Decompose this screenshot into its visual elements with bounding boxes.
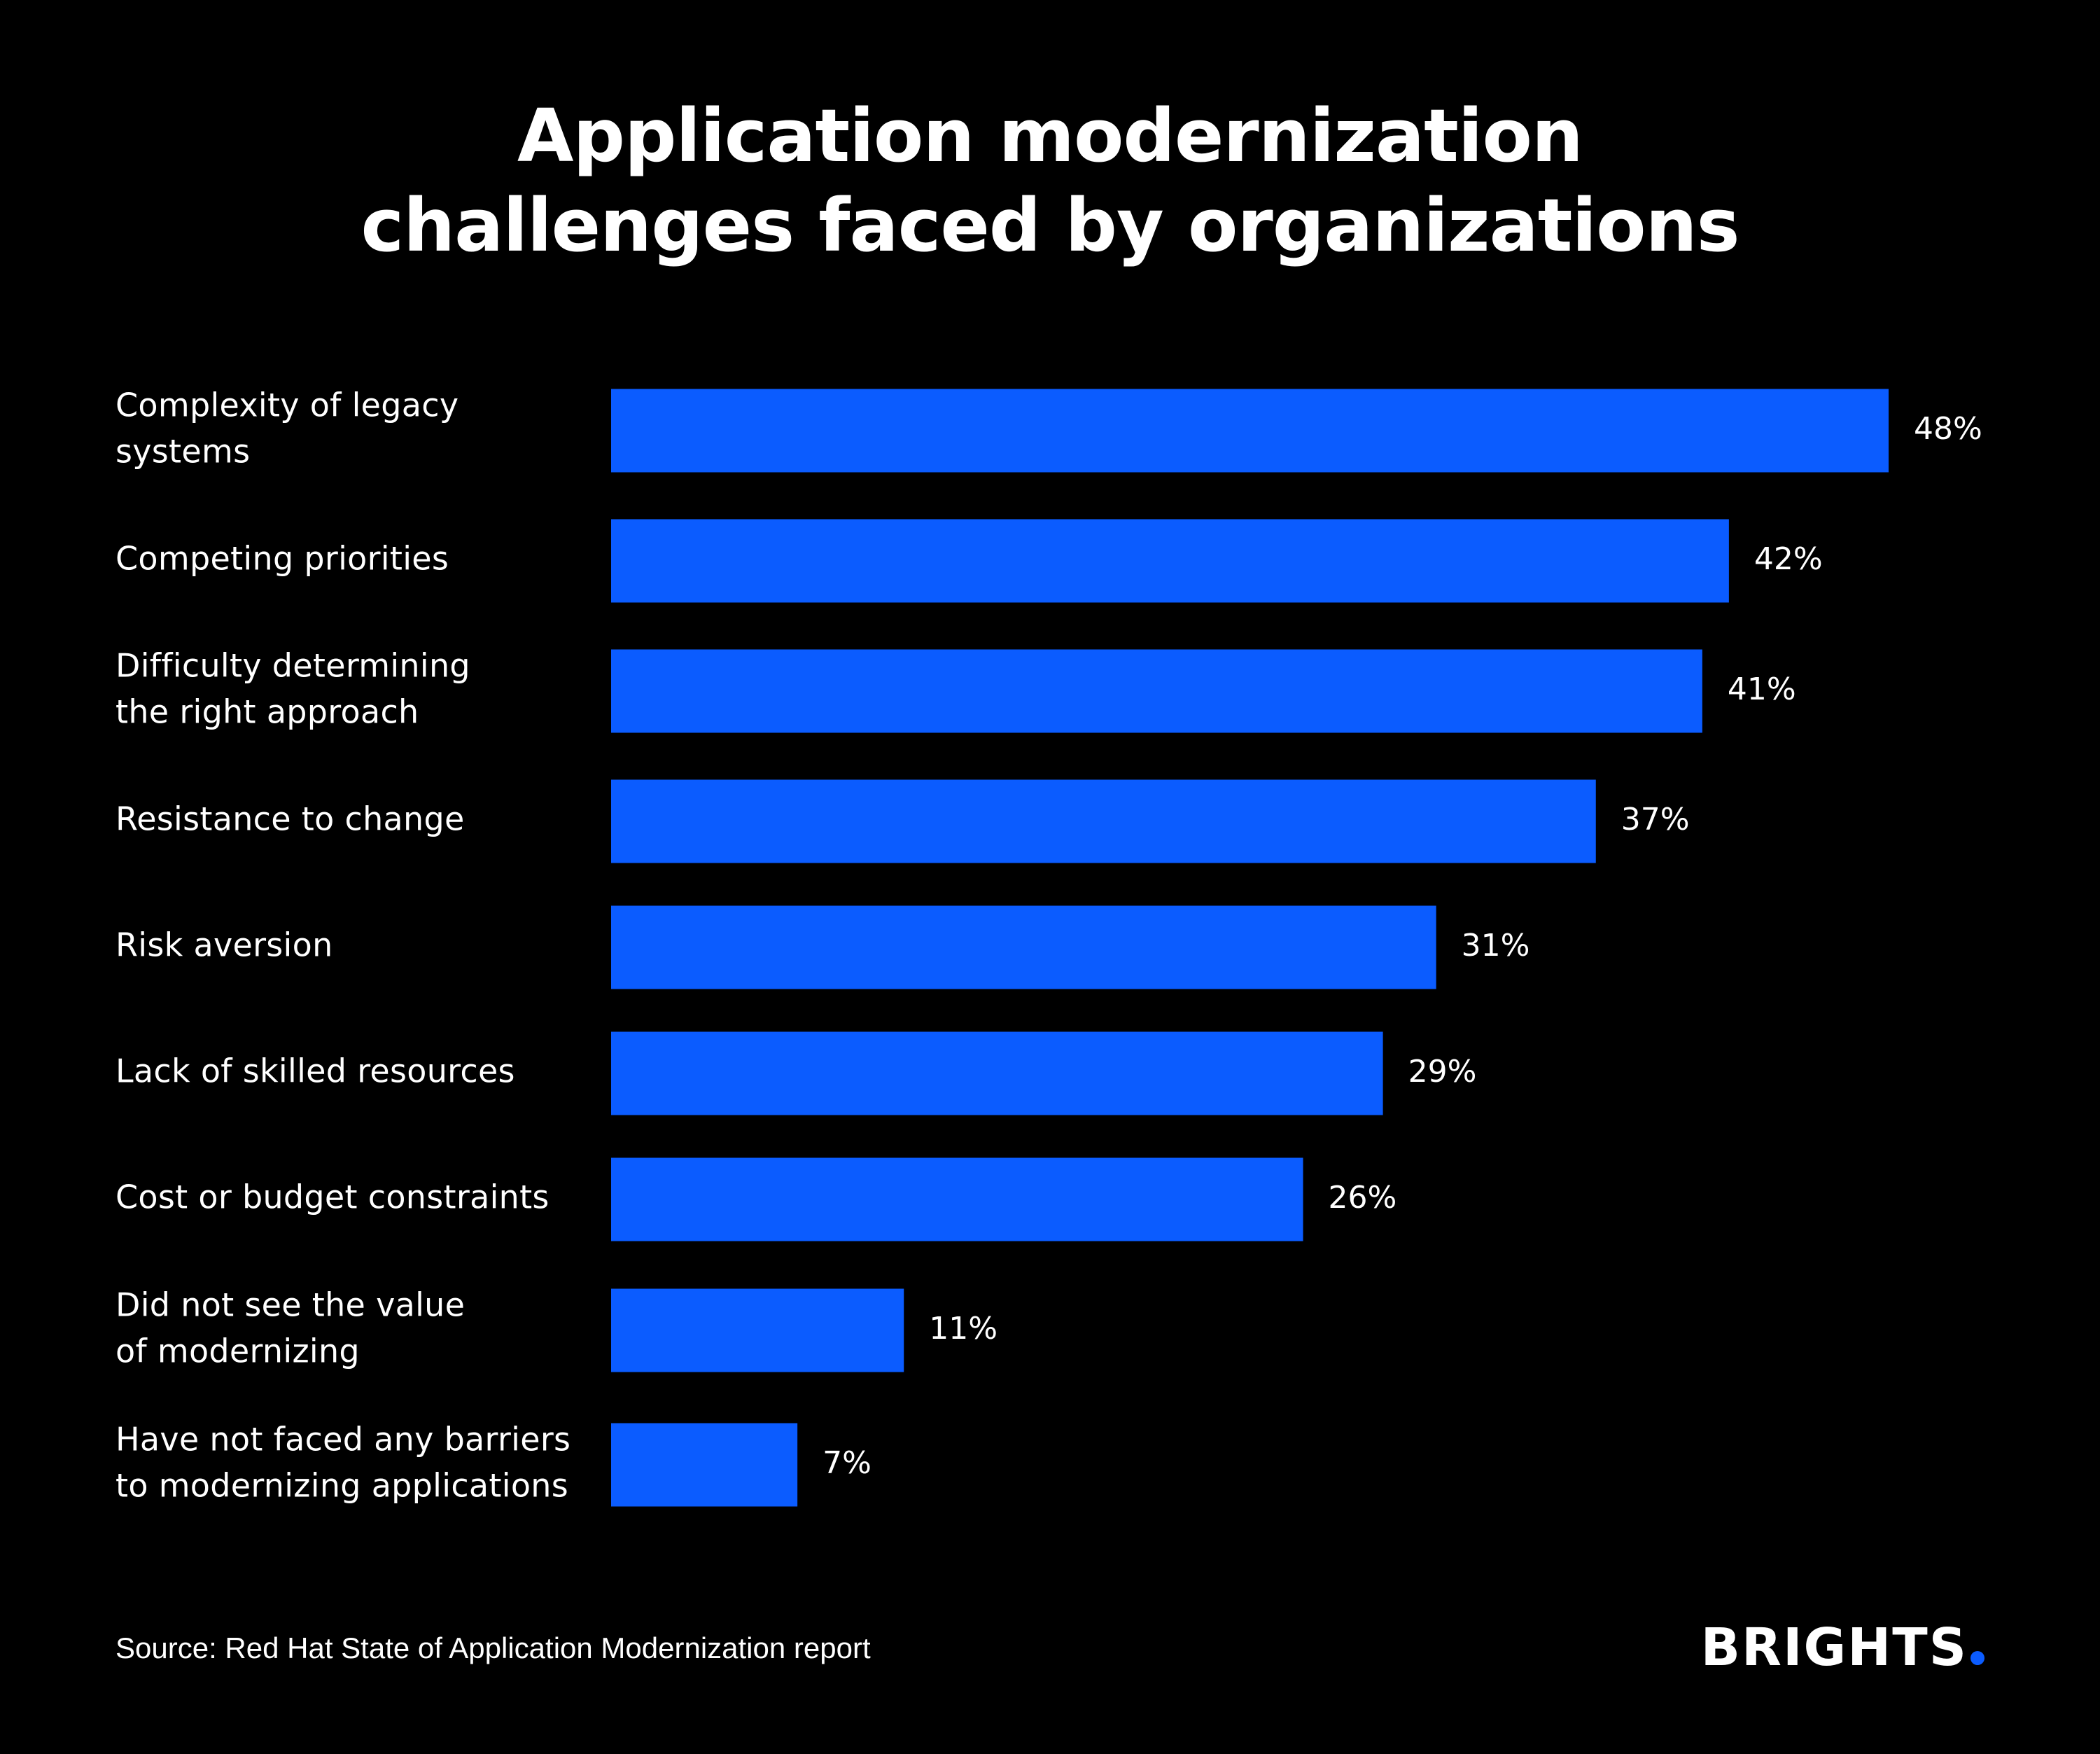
bar-2 — [611, 519, 1729, 603]
value-label-4: 37% — [1621, 802, 1690, 837]
category-label-8-line-1: Did not see the value — [115, 1286, 465, 1324]
bar-5 — [611, 905, 1436, 989]
bar-1 — [611, 389, 1889, 473]
bar-9 — [611, 1423, 798, 1507]
category-label-1-line-1: Complexity of legacy — [115, 387, 458, 424]
chart-title-line-1: Application modernization — [517, 93, 1583, 179]
value-label-6: 29% — [1408, 1054, 1477, 1090]
bar-6 — [611, 1031, 1383, 1115]
category-label-2-line-1: Competing priorities — [115, 540, 449, 578]
category-label-5-line-1: Risk aversion — [115, 926, 333, 964]
category-label-6-line-1: Lack of skilled resources — [115, 1052, 515, 1090]
category-label-4: Resistance to change — [115, 800, 465, 838]
category-label-5: Risk aversion — [115, 926, 333, 964]
value-label-2: 42% — [1754, 541, 1823, 577]
value-label-5: 31% — [1462, 928, 1530, 963]
brand-logo-dot — [1970, 1651, 1984, 1665]
category-label-7-line-1: Cost or budget constraints — [115, 1178, 550, 1216]
category-label-1: Complexity of legacy systems — [115, 387, 458, 471]
value-label-3: 41% — [1728, 671, 1796, 707]
category-label-9-line-1: Have not faced any barriers — [115, 1421, 570, 1459]
bar-8 — [611, 1288, 904, 1372]
bar-4 — [611, 779, 1596, 863]
category-label-8: Did not see the value of modernizing — [115, 1286, 465, 1370]
value-label-7: 26% — [1329, 1180, 1397, 1216]
value-label-9: 7% — [822, 1445, 872, 1481]
source-note: Source: Red Hat State of Application Mod… — [115, 1631, 871, 1664]
category-label-3-line-2: the right approach — [115, 693, 419, 731]
category-label-4-line-1: Resistance to change — [115, 800, 465, 838]
category-label-2: Competing priorities — [115, 540, 449, 578]
category-label-6: Lack of skilled resources — [115, 1052, 515, 1090]
bar-7 — [611, 1157, 1303, 1241]
category-label-1-line-2: systems — [115, 433, 250, 471]
chart-title-line-2: challenges faced by organizations — [360, 183, 1740, 268]
chart-title: Application modernization challenges fac… — [0, 91, 2100, 270]
brand-logo: BRIGHTS — [1701, 1616, 1984, 1679]
value-label-8: 11% — [929, 1311, 997, 1346]
bar-3 — [611, 649, 1702, 733]
value-label-1: 48% — [1914, 411, 1982, 447]
brand-logo-text: BRIGHTS — [1700, 1617, 1968, 1678]
category-label-9-line-2: to modernizing applications — [115, 1467, 568, 1505]
category-label-7: Cost or budget constraints — [115, 1178, 550, 1216]
category-label-9: Have not faced any barriers to modernizin… — [115, 1421, 570, 1505]
category-label-8-line-2: of modernizing — [115, 1332, 360, 1370]
category-label-3: Difficulty determining the right approach — [115, 647, 470, 731]
category-label-3-line-1: Difficulty determining — [115, 647, 470, 685]
